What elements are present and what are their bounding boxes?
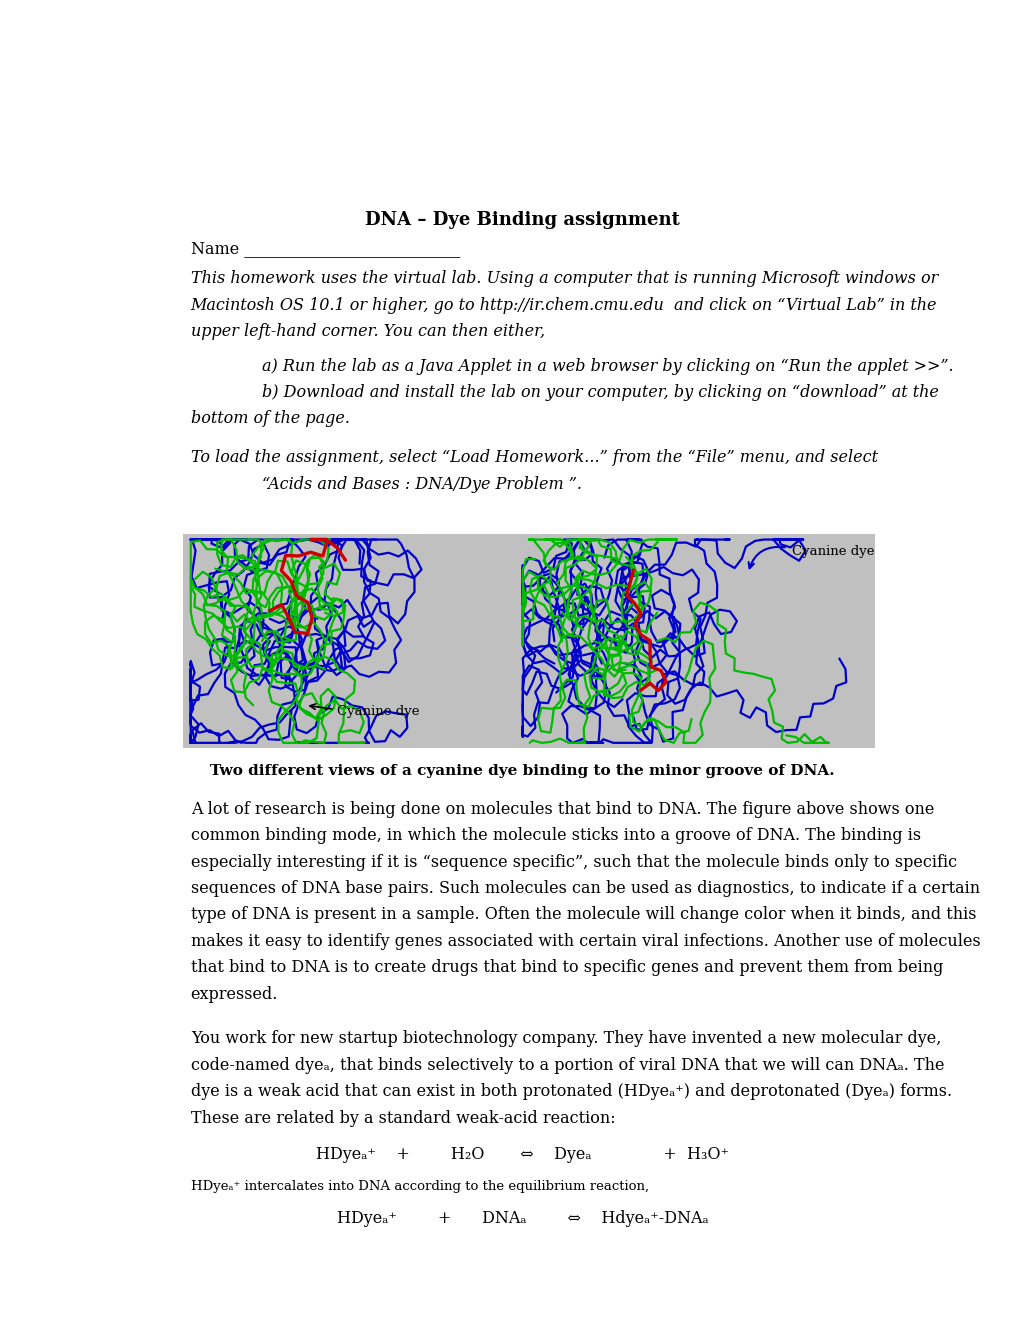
Text: You work for new startup biotechnology company. They have invented a new molecul: You work for new startup biotechnology c…: [191, 1031, 941, 1048]
Text: makes it easy to identify genes associated with certain viral infections. Anothe: makes it easy to identify genes associat…: [191, 933, 979, 950]
Text: a) Run the lab as a Java Applet in a web browser by clicking on “Run the applet : a) Run the lab as a Java Applet in a web…: [262, 358, 953, 375]
Text: that bind to DNA is to create drugs that bind to specific genes and prevent them: that bind to DNA is to create drugs that…: [191, 960, 943, 977]
Text: HDyeₐ⁺ intercalates into DNA according to the equilibrium reaction,: HDyeₐ⁺ intercalates into DNA according t…: [191, 1180, 648, 1193]
Text: This homework uses the virtual lab. Using a computer that is running Microsoft w: This homework uses the virtual lab. Usin…: [191, 271, 937, 288]
Text: A lot of research is being done on molecules that bind to DNA. The figure above : A lot of research is being done on molec…: [191, 801, 933, 818]
Text: code-named dyeₐ, that binds selectively to a portion of viral DNA that we will c: code-named dyeₐ, that binds selectively …: [191, 1057, 944, 1074]
Text: HDyeₐ⁺        +      DNAₐ        ⇔    Hdyeₐ⁺-DNAₐ: HDyeₐ⁺ + DNAₐ ⇔ Hdyeₐ⁺-DNAₐ: [336, 1210, 708, 1228]
Text: HDyeₐ⁺    +        H₂O       ⇔    Dyeₐ              +  H₃O⁺: HDyeₐ⁺ + H₂O ⇔ Dyeₐ + H₃O⁺: [316, 1146, 729, 1163]
Text: expressed.: expressed.: [191, 986, 278, 1003]
Text: Name ___________________________: Name ___________________________: [191, 240, 460, 256]
Text: Cyanine dye: Cyanine dye: [336, 705, 419, 718]
Text: especially interesting if it is “sequence specific”, such that the molecule bind: especially interesting if it is “sequenc…: [191, 854, 956, 871]
Text: Two different views of a cyanine dye binding to the minor groove of DNA.: Two different views of a cyanine dye bin…: [210, 764, 835, 779]
Text: dye is a weak acid that can exist in both protonated (HDyeₐ⁺) and deprotonated (: dye is a weak acid that can exist in bot…: [191, 1084, 951, 1101]
Bar: [182, 535, 873, 748]
Text: To load the assignment, select “Load Homework...” from the “File” menu, and sele: To load the assignment, select “Load Hom…: [191, 449, 877, 466]
Text: bottom of the page.: bottom of the page.: [191, 411, 350, 428]
Text: b) Download and install the lab on your computer, by clicking on “download” at t: b) Download and install the lab on your …: [262, 384, 937, 401]
Text: These are related by a standard weak-acid reaction:: These are related by a standard weak-aci…: [191, 1110, 614, 1127]
Text: Cyanine dye: Cyanine dye: [791, 545, 873, 558]
Text: DNA – Dye Binding assignment: DNA – Dye Binding assignment: [365, 211, 680, 230]
Text: sequences of DNA base pairs. Such molecules can be used as diagnostics, to indic: sequences of DNA base pairs. Such molecu…: [191, 880, 979, 898]
Text: Macintosh OS 10.1 or higher, go to http://ir.chem.cmu.edu  and click on “Virtual: Macintosh OS 10.1 or higher, go to http:…: [191, 297, 936, 314]
Text: “Acids and Bases : DNA/Dye Problem ”.: “Acids and Bases : DNA/Dye Problem ”.: [262, 475, 581, 492]
Text: upper left-hand corner. You can then either,: upper left-hand corner. You can then eit…: [191, 323, 544, 341]
Text: type of DNA is present in a sample. Often the molecule will change color when it: type of DNA is present in a sample. Ofte…: [191, 907, 975, 924]
Text: common binding mode, in which the molecule sticks into a groove of DNA. The bind: common binding mode, in which the molecu…: [191, 828, 920, 845]
